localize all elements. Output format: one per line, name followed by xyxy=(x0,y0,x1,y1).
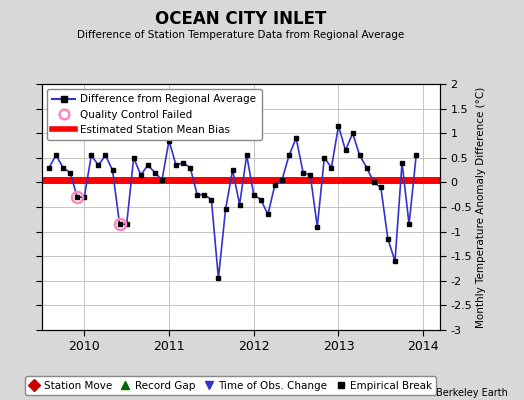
Y-axis label: Monthly Temperature Anomaly Difference (°C): Monthly Temperature Anomaly Difference (… xyxy=(476,86,486,328)
Text: OCEAN CITY INLET: OCEAN CITY INLET xyxy=(155,10,327,28)
Legend: Difference from Regional Average, Quality Control Failed, Estimated Station Mean: Difference from Regional Average, Qualit… xyxy=(47,89,261,140)
Legend: Station Move, Record Gap, Time of Obs. Change, Empirical Break: Station Move, Record Gap, Time of Obs. C… xyxy=(25,376,436,395)
Text: Berkeley Earth: Berkeley Earth xyxy=(436,388,508,398)
Text: Difference of Station Temperature Data from Regional Average: Difference of Station Temperature Data f… xyxy=(78,30,405,40)
